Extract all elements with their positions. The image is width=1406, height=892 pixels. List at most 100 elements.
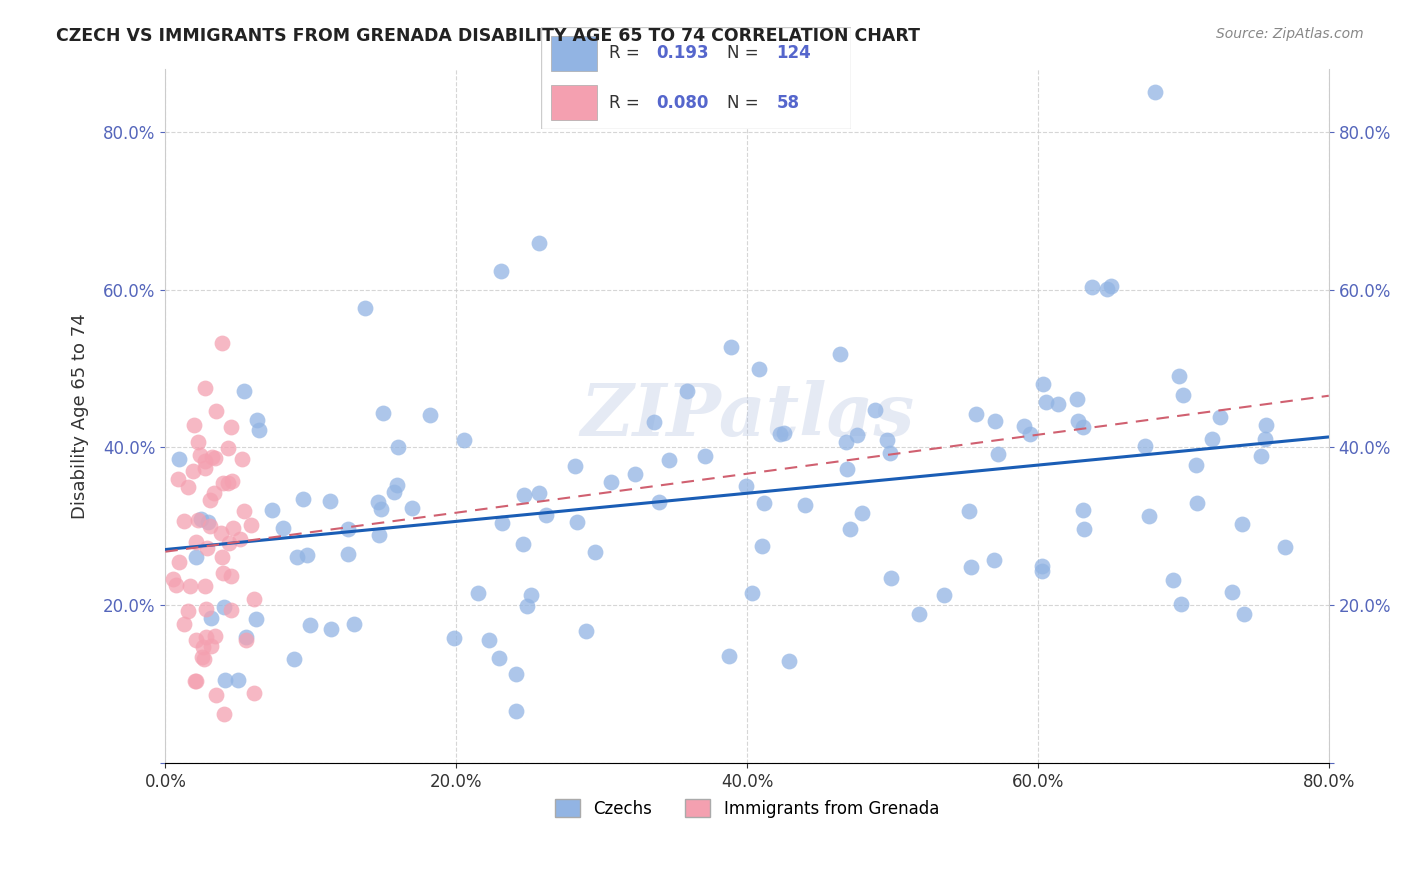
Point	[1250, 449, 1272, 463]
Point	[370, 502, 392, 516]
Text: N =: N =	[727, 94, 758, 112]
Point	[863, 402, 886, 417]
Point	[516, 599, 538, 614]
Point	[382, 484, 405, 499]
Point	[489, 264, 512, 278]
Point	[221, 474, 243, 488]
Point	[195, 541, 218, 555]
Point	[188, 448, 211, 462]
Point	[851, 506, 873, 520]
Point	[297, 549, 319, 563]
Point	[1080, 279, 1102, 293]
Point	[1167, 368, 1189, 383]
Point	[200, 518, 222, 533]
Point	[748, 362, 770, 376]
Point	[1187, 496, 1209, 510]
Point	[385, 478, 408, 492]
Point	[218, 535, 240, 549]
Point	[1019, 427, 1042, 442]
Point	[299, 618, 322, 632]
Point	[205, 403, 228, 417]
Point	[1254, 432, 1277, 446]
Point	[191, 650, 214, 665]
Point	[217, 475, 239, 490]
Point	[184, 632, 207, 647]
Point	[231, 452, 253, 467]
Point	[200, 492, 222, 507]
Point	[235, 630, 257, 644]
Point	[262, 503, 284, 517]
Point	[217, 441, 239, 455]
Point	[183, 417, 205, 432]
Point	[837, 461, 859, 475]
Point	[232, 504, 254, 518]
Point	[839, 522, 862, 536]
Point	[565, 515, 588, 529]
Point	[243, 686, 266, 700]
Point	[1099, 279, 1122, 293]
Text: ZIPatlas: ZIPatlas	[581, 380, 914, 451]
Point	[1073, 419, 1095, 434]
Point	[1066, 392, 1088, 407]
Point	[209, 526, 232, 541]
Point	[167, 452, 190, 467]
Point	[983, 553, 1005, 567]
Point	[520, 588, 543, 602]
Point	[534, 508, 557, 522]
Point	[184, 549, 207, 564]
Point	[321, 622, 343, 636]
Text: R =: R =	[609, 45, 640, 62]
Point	[1032, 377, 1054, 392]
Point	[957, 504, 980, 518]
Point	[165, 578, 187, 592]
Point	[478, 632, 501, 647]
Point	[243, 591, 266, 606]
Point	[1135, 439, 1157, 453]
Point	[835, 435, 858, 450]
Point	[643, 415, 665, 429]
Point	[235, 632, 257, 647]
Point	[204, 689, 226, 703]
Point	[353, 301, 375, 316]
Text: CZECH VS IMMIGRANTS FROM GRENADA DISABILITY AGE 65 TO 74 CORRELATION CHART: CZECH VS IMMIGRANTS FROM GRENADA DISABIL…	[56, 27, 921, 45]
Point	[1046, 397, 1069, 411]
Point	[830, 347, 852, 361]
Point	[387, 440, 409, 454]
Point	[876, 434, 898, 448]
Point	[734, 479, 756, 493]
Point	[371, 406, 394, 420]
Point	[337, 547, 360, 561]
Point	[401, 500, 423, 515]
Point	[212, 476, 235, 491]
Point	[908, 607, 931, 621]
Point	[741, 586, 763, 600]
Point	[1071, 503, 1094, 517]
Point	[200, 611, 222, 625]
Point	[204, 450, 226, 465]
Point	[1201, 433, 1223, 447]
Point	[193, 652, 215, 666]
Point	[658, 452, 681, 467]
Point	[751, 539, 773, 553]
Point	[769, 426, 792, 441]
Point	[179, 579, 201, 593]
Point	[599, 475, 621, 489]
Point	[212, 706, 235, 721]
Point	[574, 624, 596, 638]
Point	[191, 640, 214, 654]
Point	[211, 566, 233, 581]
Point	[271, 521, 294, 535]
Point	[453, 433, 475, 447]
Legend: Czechs, Immigrants from Grenada: Czechs, Immigrants from Grenada	[548, 793, 946, 824]
Point	[204, 628, 226, 642]
Point	[173, 616, 195, 631]
Point	[202, 486, 225, 500]
Point	[529, 486, 551, 500]
Point	[1031, 564, 1053, 578]
Point	[959, 560, 981, 574]
Point	[221, 569, 243, 583]
Point	[177, 480, 200, 494]
Point	[200, 639, 222, 653]
Point	[246, 413, 269, 427]
Point	[1171, 388, 1194, 402]
